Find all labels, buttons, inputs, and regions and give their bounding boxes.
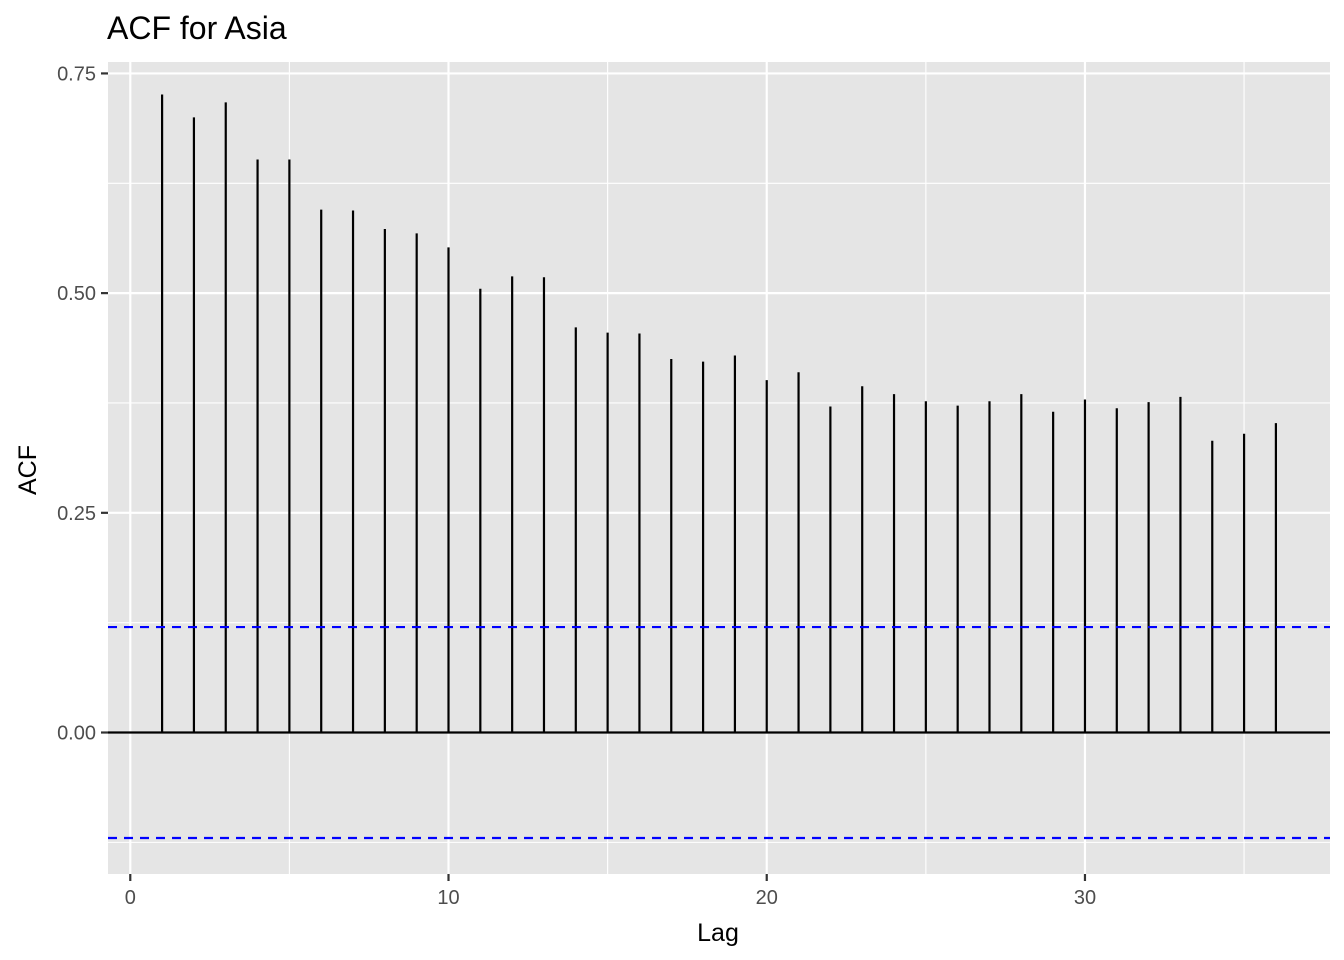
y-axis: 0.00 0.25 0.50 0.75 xyxy=(57,63,108,745)
x-tick-label: 30 xyxy=(1074,887,1096,909)
x-axis: 0 10 20 30 xyxy=(125,874,1096,909)
y-axis-title: ACF xyxy=(14,445,42,495)
x-tick-label: 20 xyxy=(756,887,778,909)
x-tick-label: 0 xyxy=(125,887,136,909)
confidence-lines xyxy=(108,625,1330,840)
plot-panel xyxy=(108,62,1330,874)
y-tick-label: 0.00 xyxy=(57,723,96,745)
chart-title: ACF for Asia xyxy=(107,10,287,46)
acf-bars xyxy=(108,94,1330,734)
y-tick-label: 0.50 xyxy=(57,283,96,305)
x-tick-label: 10 xyxy=(437,887,459,909)
y-tick-label: 0.25 xyxy=(57,503,96,525)
y-tick-label: 0.75 xyxy=(57,63,96,85)
x-axis-title: Lag xyxy=(697,919,739,947)
